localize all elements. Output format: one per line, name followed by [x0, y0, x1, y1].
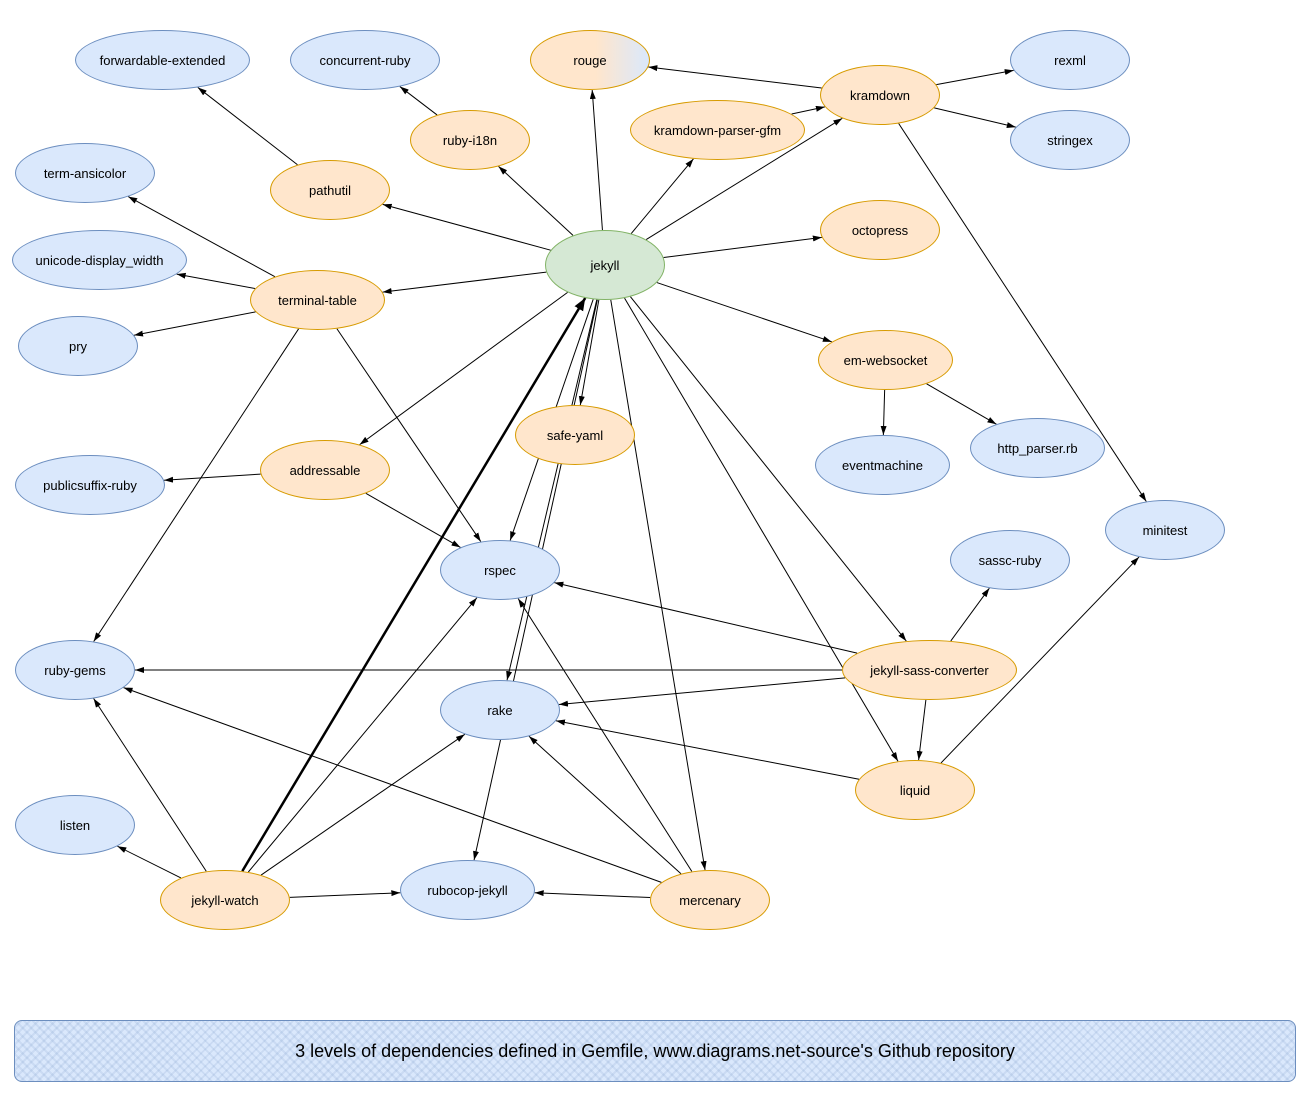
node-kramdown-parser-gfm: kramdown-parser-gfm [630, 100, 805, 160]
edge-pathutil-forwardable-extended [198, 87, 298, 164]
node-jekyll-sass-converter: jekyll-sass-converter [842, 640, 1017, 700]
edge-mercenary-ruby-gems [124, 688, 662, 883]
edge-terminal-table-rspec [337, 329, 481, 542]
edge-mercenary-rspec [518, 599, 692, 872]
node-ruby-gems: ruby-gems [15, 640, 135, 700]
node-jekyll-watch: jekyll-watch [160, 870, 290, 930]
node-safe-yaml: safe-yaml [515, 405, 635, 465]
node-mercenary: mercenary [650, 870, 770, 930]
node-jekyll: jekyll [545, 230, 665, 300]
edge-jekyll-em-websocket [657, 283, 832, 342]
edge-jekyll-ruby-i18n [499, 166, 574, 235]
edge-terminal-table-unicode-display-width [177, 274, 255, 288]
edge-jekyll-watch-rake [261, 734, 465, 875]
caption-box: 3 levels of dependencies defined in Gemf… [14, 1020, 1296, 1082]
node-eventmachine: eventmachine [815, 435, 950, 495]
edge-jekyll-octopress [664, 237, 822, 257]
node-rake: rake [440, 680, 560, 740]
edge-jekyll-watch-rspec [248, 598, 477, 872]
edge-jekyll-mercenary [611, 300, 705, 870]
edge-jekyll-kramdown-parser-gfm [631, 159, 693, 234]
edge-jekyll-watch-listen [117, 846, 180, 878]
node-http-parser: http_parser.rb [970, 418, 1105, 478]
edge-mercenary-rake [529, 736, 681, 873]
node-em-websocket: em-websocket [818, 330, 953, 390]
edge-jekyll-sass-converter-liquid [919, 700, 926, 760]
node-rouge: rouge [530, 30, 650, 90]
edge-kramdown-rouge [648, 67, 821, 88]
edge-jekyll-rouge [592, 90, 602, 230]
edge-kramdown-parser-gfm-kramdown [792, 107, 825, 114]
node-forwardable-extended: forwardable-extended [75, 30, 250, 90]
node-pathutil: pathutil [270, 160, 390, 220]
node-kramdown: kramdown [820, 65, 940, 125]
edge-em-websocket-http-parser [927, 384, 997, 424]
edge-jekyll-sass-converter-rake [559, 678, 845, 705]
node-ruby-i18n: ruby-i18n [410, 110, 530, 170]
edge-terminal-table-pry [134, 312, 256, 335]
edge-jekyll-watch-rubocop-jekyll [290, 893, 401, 898]
edge-mercenary-rubocop-jekyll [535, 893, 650, 898]
node-rubocop-jekyll: rubocop-jekyll [400, 860, 535, 920]
edge-jekyll-rake [507, 300, 597, 681]
node-term-ansicolor: term-ansicolor [15, 143, 155, 203]
edge-ruby-i18n-concurrent-ruby [400, 87, 437, 115]
node-liquid: liquid [855, 760, 975, 820]
edge-jekyll-safe-yaml [580, 300, 599, 405]
edge-layer [0, 0, 1311, 1101]
node-sassc-ruby: sassc-ruby [950, 530, 1070, 590]
node-minitest: minitest [1105, 500, 1225, 560]
caption-text: 3 levels of dependencies defined in Gemf… [295, 1041, 1015, 1062]
node-publicsuffix-ruby: publicsuffix-ruby [15, 455, 165, 515]
edge-jekyll-pathutil [383, 204, 551, 250]
node-addressable: addressable [260, 440, 390, 500]
edge-jekyll-sass-converter-sassc-ruby [951, 588, 990, 641]
edge-jekyll-sass-converter-rspec [554, 583, 857, 653]
edge-kramdown-stringex [934, 108, 1016, 127]
node-rexml: rexml [1010, 30, 1130, 90]
edge-em-websocket-eventmachine [883, 390, 884, 435]
edge-jekyll-terminal-table [383, 272, 547, 292]
node-concurrent-ruby: concurrent-ruby [290, 30, 440, 90]
node-pry: pry [18, 316, 138, 376]
node-terminal-table: terminal-table [250, 270, 385, 330]
node-listen: listen [15, 795, 135, 855]
node-unicode-display-width: unicode-display_width [12, 230, 187, 290]
node-rspec: rspec [440, 540, 560, 600]
edge-addressable-publicsuffix-ruby [164, 474, 261, 480]
node-octopress: octopress [820, 200, 940, 260]
edge-kramdown-rexml [936, 70, 1013, 84]
edge-addressable-rspec [366, 493, 461, 547]
edge-liquid-rake [556, 721, 859, 779]
node-stringex: stringex [1010, 110, 1130, 170]
